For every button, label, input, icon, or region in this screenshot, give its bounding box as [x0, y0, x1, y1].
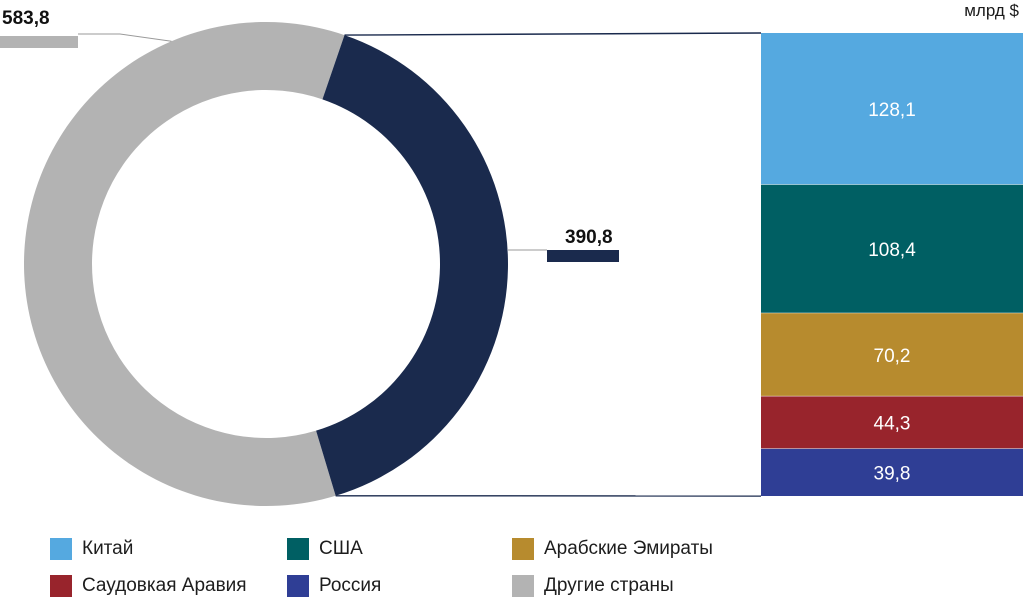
stack-label-0: 128,1 — [868, 100, 916, 121]
connector-top — [344, 32, 762, 36]
legend-swatch-usa — [287, 538, 309, 560]
legend: Китай США Арабские Эмираты Саудовкая Ара… — [50, 536, 810, 598]
unit-label: млрд $ — [964, 1, 1019, 20]
stack-segment-1 — [761, 184, 1023, 314]
stack-segment-2 — [761, 313, 1023, 397]
legend-item-uae: Арабские Эмираты — [512, 536, 713, 562]
callout-bar-top5 — [547, 250, 619, 262]
stack-label-2: 70,2 — [874, 346, 911, 367]
stack-label-1: 108,4 — [868, 240, 916, 261]
legend-label-uae: Арабские Эмираты — [544, 538, 713, 559]
stack-segment-3 — [761, 396, 1023, 449]
legend-swatch-saudi-arabia — [50, 575, 72, 597]
legend-label-usa: США — [319, 538, 363, 559]
stack-segment-4 — [761, 448, 1023, 496]
legend-item-saudi-arabia: Саудовкая Аравия — [50, 573, 247, 599]
legend-item-other: Другие страны — [512, 573, 674, 599]
legend-label-russia: Россия — [319, 575, 382, 596]
legend-item-usa: США — [287, 536, 363, 562]
label-other: 583,8 — [2, 8, 50, 29]
legend-item-china: Китай — [50, 536, 133, 562]
legend-label-saudi-arabia: Саудовкая Аравия — [82, 575, 247, 596]
callout-line-other — [78, 33, 172, 42]
legend-swatch-other — [512, 575, 534, 597]
legend-item-russia: Россия — [287, 573, 381, 599]
donut-slice-top5 — [316, 35, 508, 496]
stack-label-3: 44,3 — [874, 414, 911, 435]
legend-label-china: Китай — [82, 538, 134, 559]
donut-slice-other — [23, 21, 345, 506]
stack-label-4: 39,8 — [874, 463, 911, 484]
label-top5: 390,8 — [565, 227, 613, 248]
legend-swatch-uae — [512, 538, 534, 560]
legend-label-other: Другие страны — [544, 575, 674, 596]
stack-segment-0 — [761, 33, 1023, 185]
legend-swatch-russia — [287, 575, 309, 597]
callout-bar-other — [0, 36, 78, 48]
legend-swatch-china — [50, 538, 72, 560]
